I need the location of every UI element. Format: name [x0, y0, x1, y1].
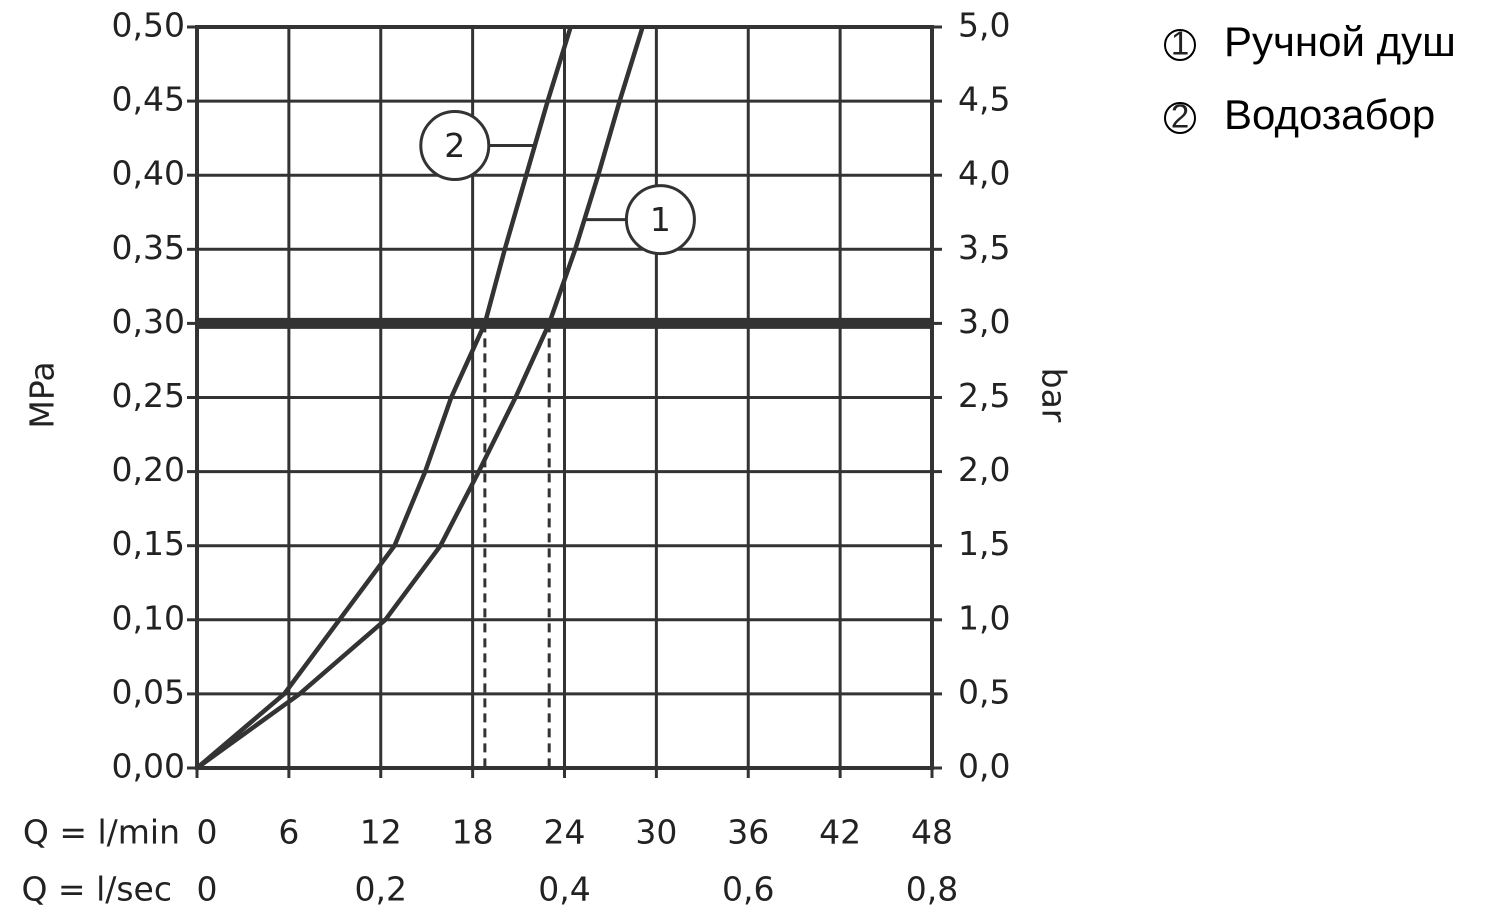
x-tick-label: 24: [544, 813, 586, 852]
series-line: [195, 26, 573, 770]
legend-label: Ручной душ: [1224, 18, 1456, 65]
y-tick-label: 0,00: [112, 747, 185, 786]
y-tick-label: 0,05: [112, 672, 185, 711]
series-label: 1: [650, 200, 671, 239]
y2-tick-label: 1,5: [958, 524, 1010, 563]
y-tick-label: 0,15: [112, 524, 185, 563]
y-tick-label: 0,40: [112, 154, 185, 193]
x2-tick-label: 0,6: [722, 870, 774, 909]
y2-tick-label: 4,5: [958, 80, 1010, 119]
x-tick-label: 6: [278, 813, 299, 852]
x-tick-label: 48: [911, 813, 953, 852]
y2-axis-label: bar: [1035, 368, 1074, 423]
y-tick-label: 0,50: [112, 6, 185, 45]
x-tick-label: 18: [452, 813, 494, 852]
x2-tick-label: 0,8: [906, 870, 958, 909]
label-bubble: [624, 184, 696, 256]
legend-symbol: [1164, 29, 1196, 61]
x2-axis-label: Q = l/sec: [21, 870, 172, 909]
y-tick-label: 0,20: [112, 450, 185, 489]
y2-tick-label: 4,0: [958, 154, 1010, 193]
x-tick-label: 42: [819, 813, 861, 852]
y2-tick-label: 2,5: [958, 376, 1010, 415]
y-tick-label: 0,45: [112, 80, 185, 119]
legend-label: Водозабор: [1224, 91, 1435, 138]
y2-tick-label: 3,0: [958, 302, 1010, 341]
y-tick-label: 0,35: [112, 228, 185, 267]
legend-symbol: [1164, 102, 1196, 134]
y-tick-label: 0,10: [112, 598, 185, 637]
y-tick-label: 0,25: [112, 376, 185, 415]
x-tick-label: 30: [635, 813, 677, 852]
plot-frame: [195, 25, 934, 770]
x2-tick-label: 0,2: [355, 870, 407, 909]
y2-tick-label: 3,5: [958, 228, 1010, 267]
y2-tick-label: 0,5: [958, 672, 1010, 711]
y2-tick-label: 1,0: [958, 598, 1010, 637]
x-tick-label: 12: [360, 813, 402, 852]
legend-symbol-label: 2: [1171, 98, 1189, 135]
series-line: [195, 26, 645, 770]
y2-tick-label: 2,0: [958, 450, 1010, 489]
y-tick-label: 0,30: [112, 302, 185, 341]
x2-tick-label: 0: [197, 870, 218, 909]
x-axis-label: Q = l/min: [23, 813, 180, 852]
x2-tick-label: 0,4: [538, 870, 590, 909]
label-bubble: [419, 110, 491, 182]
x-tick-label: 36: [727, 813, 769, 852]
y-axis-label: MPa: [23, 361, 62, 428]
y2-tick-label: 0,0: [958, 747, 1010, 786]
legend-symbol-label: 1: [1171, 25, 1189, 62]
y2-tick-label: 5,0: [958, 6, 1010, 45]
series-label: 2: [444, 126, 465, 165]
x-tick-label: 0: [197, 813, 218, 852]
